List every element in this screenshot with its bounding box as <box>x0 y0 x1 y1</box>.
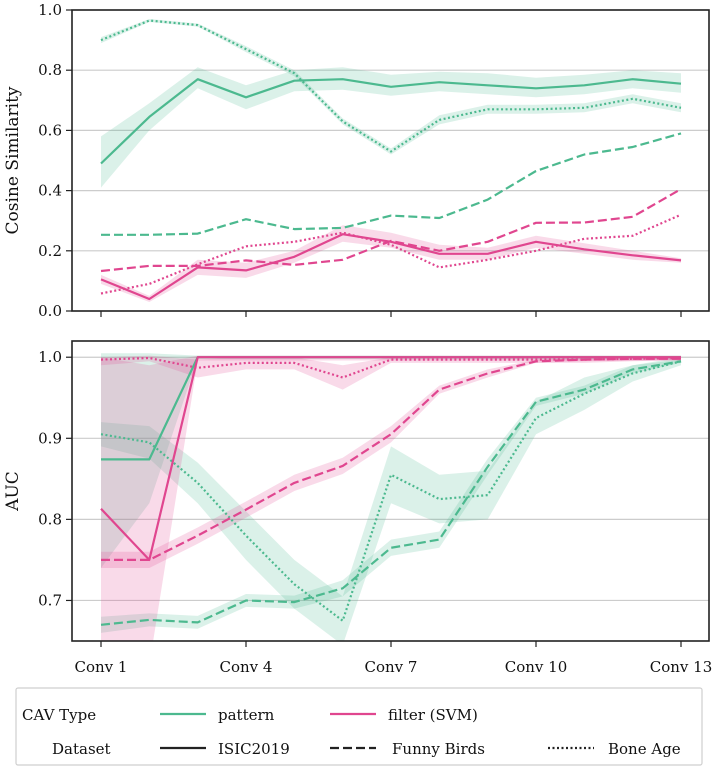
x-tick-label: Conv 4 <box>220 658 273 676</box>
cosine-ylabel: Cosine Similarity <box>3 86 23 234</box>
legend-pattern-label: pattern <box>218 706 275 724</box>
x-tick-label: Conv 13 <box>650 658 713 676</box>
auc-band-pattern-isic2019 <box>101 353 681 568</box>
x-tick-label: Conv 1 <box>75 658 128 676</box>
auc-ytick-label: 0.8 <box>38 510 62 528</box>
x-tick-label: Conv 10 <box>505 658 568 676</box>
auc-band-pattern-bone-age <box>101 357 681 641</box>
cosine-similarity-panel: 0.0 0.2 0.4 0.6 0.8 1.0 Cosine Similarity <box>3 1 710 320</box>
auc-ylabel: AUC <box>3 471 23 512</box>
x-tick-label: Conv 7 <box>365 658 418 676</box>
auc-data-layer <box>100 353 682 641</box>
auc-line-filter-svm-isic2019 <box>100 356 681 562</box>
cosine-ytick-label: 0.6 <box>38 121 62 139</box>
cosine-line-pattern-funny-birds <box>101 132 682 236</box>
legend-frame <box>15 687 703 766</box>
auc-band-filter-svm-bone-age <box>101 355 681 390</box>
cosine-ytick-label: 1.0 <box>38 1 62 19</box>
legend: CAV Type Dataset pattern filter (SVM) IS… <box>15 687 703 766</box>
cosine-ytick-label: 0.8 <box>38 61 62 79</box>
auc-panel: 0.7 0.8 0.9 1.0 AUC <box>3 340 710 642</box>
auc-line-filter-svm-funny-birds <box>101 357 681 562</box>
cosine-line-filter-svm-funny-birds <box>100 188 682 273</box>
auc-line-pattern-funny-birds <box>100 360 682 626</box>
legend-dataset-title: Dataset <box>52 740 111 758</box>
legend-isic-label: ISIC2019 <box>218 740 290 758</box>
auc-ytick-label: 0.7 <box>38 591 62 609</box>
cosine-data-layer <box>100 19 682 302</box>
cosine-line-pattern-bone-age <box>100 19 682 153</box>
cosine-band-pattern-isic2019 <box>101 67 681 188</box>
cosine-ytick-label: 0.4 <box>38 182 62 200</box>
cosine-band-filter-svm-isic2019 <box>101 225 681 302</box>
auc-ytick-label: 1.0 <box>38 348 62 366</box>
auc-band-filter-svm-funny-birds <box>101 357 681 568</box>
legend-bone-age-label: Bone Age <box>608 740 681 758</box>
legend-filter-label: filter (SVM) <box>388 706 478 724</box>
legend-cav-type-title: CAV Type <box>22 706 96 724</box>
x-axis: Conv 1 Conv 4 Conv 7 Conv 10 Conv 13 <box>75 311 713 676</box>
auc-ytick-label: 0.9 <box>38 429 62 447</box>
cosine-line-pattern-isic2019 <box>100 78 682 165</box>
legend-funny-birds-label: Funny Birds <box>392 740 485 758</box>
cosine-ytick-label: 0.2 <box>38 242 62 260</box>
cosine-ytick-label: 0.0 <box>38 302 62 320</box>
auc-band-filter-svm-isic2019 <box>101 355 681 641</box>
